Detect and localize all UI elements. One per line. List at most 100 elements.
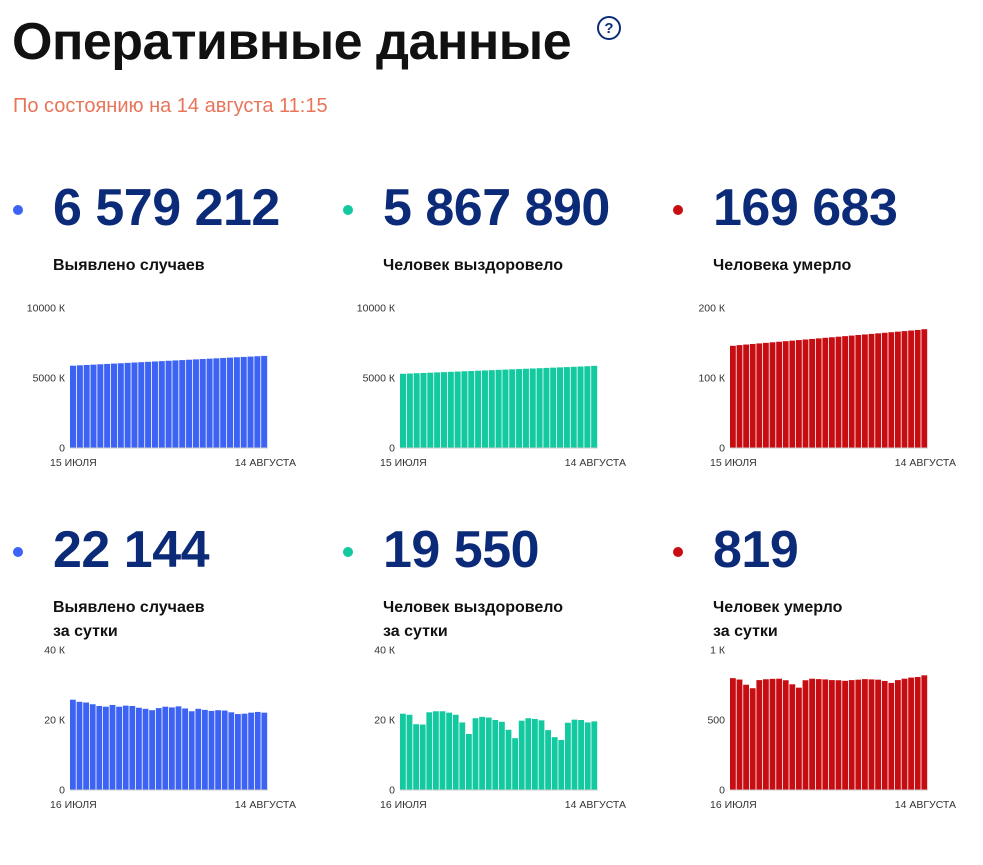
total-cases-value: 6 579 212 <box>53 179 280 237</box>
y-tick-label: 10000 К <box>357 303 396 315</box>
chart-bar <box>440 372 447 448</box>
legend-dot <box>13 547 23 557</box>
chart-bar <box>776 341 782 448</box>
chart-bar <box>868 679 875 790</box>
chart-bar <box>117 363 124 448</box>
chart-bar <box>749 343 756 448</box>
chart-bar <box>213 358 220 448</box>
chart-bar <box>195 708 202 790</box>
x-end-label: 14 АВГУСТА <box>565 799 626 811</box>
chart-bar <box>434 372 441 448</box>
chart-bar <box>538 720 545 790</box>
chart-bar <box>829 337 835 448</box>
chart-bar <box>459 722 466 790</box>
chart-bar <box>90 364 97 448</box>
chart-bar <box>241 713 248 790</box>
chart-bar <box>202 709 208 790</box>
chart-bar <box>124 362 131 448</box>
chart-bar <box>796 687 802 790</box>
chart-bar <box>769 342 776 448</box>
chart-bar <box>169 707 175 790</box>
chart-bar <box>536 368 543 448</box>
chart-bar <box>472 718 479 790</box>
chart-bar <box>481 370 488 448</box>
chart-bar <box>96 706 103 790</box>
chart-bar <box>138 362 145 448</box>
chart-bar <box>802 680 809 790</box>
chart-bar <box>175 706 182 790</box>
x-end-label: 14 АВГУСТА <box>565 457 626 469</box>
total-deaths-label: Человека умерло <box>713 254 851 278</box>
chart-bar <box>743 684 749 790</box>
chart-bar <box>842 680 848 790</box>
chart-bar <box>763 679 769 790</box>
chart-bar <box>400 713 406 790</box>
total-cases-chart: 0 5000 К 10000 К 15 ИЮЛЯ 14 АВГУСТА <box>27 303 296 470</box>
chart-bar <box>782 341 789 448</box>
daily-deaths-value: 819 <box>713 521 799 579</box>
chart-bar <box>796 340 802 448</box>
chart-bar <box>233 357 240 448</box>
chart-bar <box>70 365 77 448</box>
chart-bar <box>502 369 509 448</box>
chart-bar <box>901 678 908 790</box>
y-tick-label: 5000 К <box>363 373 396 385</box>
daily-cases-chart: 0 20 К 40 К 16 ИЮЛЯ 14 АВГУСТА <box>44 645 296 812</box>
label-line-1: Человек умерло <box>713 599 843 616</box>
chart-bar <box>104 363 111 448</box>
chart-bar <box>914 677 921 790</box>
chart-bar <box>188 711 195 790</box>
chart-bar <box>413 724 419 790</box>
chart-bar <box>776 678 782 790</box>
chart-bar <box>730 678 736 790</box>
chart-bar <box>261 712 268 790</box>
chart-bar <box>584 366 591 448</box>
chart-bar <box>240 356 247 448</box>
total-recovered-chart: 0 5000 К 10000 К 15 ИЮЛЯ 14 АВГУСТА <box>357 303 626 470</box>
chart-bar <box>103 706 109 790</box>
label-line-2: за сутки <box>53 623 118 640</box>
chart-bar <box>499 721 505 790</box>
chart-bar <box>522 368 529 448</box>
chart-bar <box>815 338 822 448</box>
chart-bar <box>122 705 129 790</box>
chart-bar <box>921 329 928 448</box>
y-tick-label: 0 <box>719 785 725 797</box>
chart-bar <box>789 340 796 448</box>
chart-bar <box>151 361 158 448</box>
chart-bar <box>475 370 482 448</box>
chart-bar <box>131 362 138 448</box>
chart-bar <box>509 369 516 448</box>
page-title: Оперативные данные <box>12 13 572 71</box>
chart-bar <box>591 365 598 448</box>
y-tick-label: 200 К <box>698 303 725 315</box>
y-tick-label: 20 К <box>44 715 66 727</box>
chart-bar <box>406 714 413 790</box>
chart-bar <box>558 739 565 790</box>
chart-bar <box>495 369 502 448</box>
chart-bar <box>908 330 914 448</box>
daily-cases-value: 22 144 <box>53 521 210 579</box>
x-start-label: 16 ИЮЛЯ <box>710 799 757 811</box>
chart-bar <box>570 366 577 448</box>
label-line-1: Человек выздоровело <box>383 599 564 616</box>
chart-bar <box>468 371 475 448</box>
daily-deaths-label: Человек умерло за сутки <box>713 596 842 644</box>
chart-bar <box>83 702 89 790</box>
y-tick-label: 0 <box>389 443 395 455</box>
chart-bar <box>862 679 868 790</box>
chart-bar <box>736 345 743 448</box>
chart-bar <box>578 720 584 790</box>
chart-bar <box>881 332 888 448</box>
chart-bar <box>842 336 848 448</box>
help-icon[interactable]: ? <box>597 16 621 40</box>
chart-bar <box>505 729 512 790</box>
chart-bar <box>419 724 426 790</box>
panel-daily-cases: 22 144 Выявлено случаев за сутки 0 20 К 40… <box>13 520 333 860</box>
label-line-1: Человека умерло <box>713 257 852 274</box>
chart-bar <box>248 712 254 790</box>
y-tick-label: 40 К <box>44 645 66 657</box>
label-line-1: Человек выздоровело <box>383 257 564 274</box>
chart-bar <box>809 678 815 790</box>
chart-bar <box>591 721 598 790</box>
